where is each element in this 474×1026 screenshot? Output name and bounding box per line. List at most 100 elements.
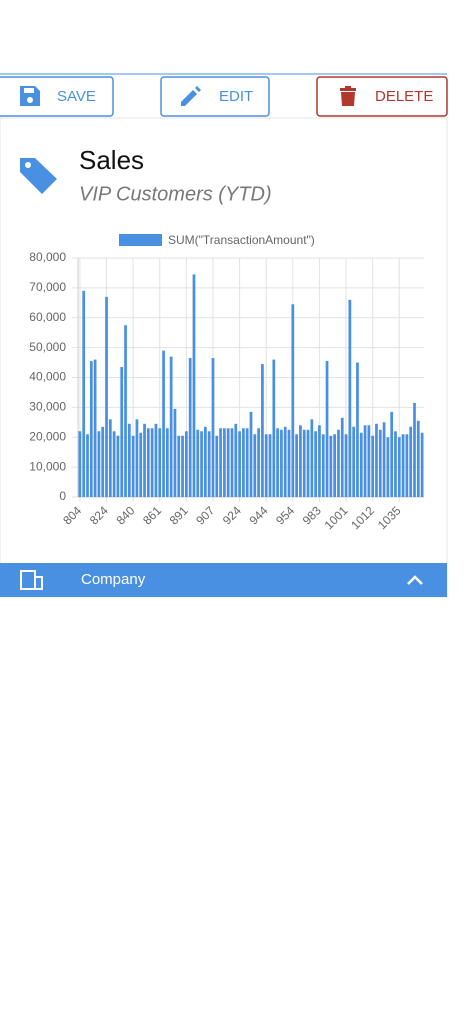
bar: [416, 420, 420, 497]
bar: [295, 434, 298, 497]
bar: [223, 428, 226, 497]
bar: [108, 419, 112, 497]
y-tick-label: 10,000: [29, 459, 66, 473]
bar: [272, 359, 276, 497]
bar: [215, 435, 219, 497]
bar: [211, 358, 215, 497]
bar: [409, 426, 413, 497]
bar: [348, 299, 352, 497]
y-tick-label: 60,000: [29, 310, 66, 324]
bar: [242, 428, 245, 497]
bar: [363, 425, 367, 497]
bar: [234, 423, 238, 497]
bar: [162, 350, 165, 497]
y-tick-label: 20,000: [29, 429, 66, 443]
bar: [112, 431, 116, 497]
bar: [264, 434, 268, 497]
edit-label: EDIT: [219, 88, 253, 105]
bar: [276, 428, 279, 497]
bar: [154, 423, 158, 497]
bar: [333, 434, 337, 497]
chart: 0 10,000 20,000 30,000 40,000 50,000 60,000 70,…: [29, 233, 424, 532]
bar: [390, 411, 394, 497]
bar: [306, 429, 310, 497]
bar: [86, 434, 89, 497]
bar: [280, 429, 283, 497]
bar: [219, 428, 222, 497]
y-tick-label: 30,000: [29, 400, 66, 414]
bar: [177, 435, 181, 497]
bar: [318, 425, 321, 497]
bar: [139, 432, 143, 497]
bar: [329, 435, 333, 497]
bar: [131, 435, 135, 497]
bar: [344, 434, 348, 497]
bar: [116, 435, 120, 497]
bar: [120, 367, 124, 497]
bar: [101, 426, 105, 497]
bar: [356, 362, 359, 497]
bar: [337, 429, 340, 497]
bar: [302, 429, 306, 497]
bar: [382, 422, 386, 497]
bar: [97, 431, 101, 497]
bar: [226, 428, 230, 497]
bar: [204, 426, 207, 497]
card-title: Sales: [79, 145, 144, 175]
bar: [89, 361, 93, 497]
save-button[interactable]: SAVE: [0, 76, 114, 117]
bar: [245, 428, 249, 497]
bar: [299, 425, 302, 497]
bar: [394, 431, 397, 497]
bar: [249, 411, 253, 497]
bar: [127, 423, 131, 497]
y-tick-label: 40,000: [29, 370, 66, 384]
bar: [359, 432, 363, 497]
save-label: SAVE: [57, 88, 96, 105]
bar: [207, 431, 211, 497]
bar: [158, 428, 162, 497]
bar: [124, 325, 127, 497]
bar: [78, 431, 82, 497]
bar: [378, 429, 382, 497]
card-subtitle: VIP Customers (YTD): [79, 183, 272, 205]
bar: [192, 274, 196, 497]
y-tick-label: 70,000: [29, 280, 66, 294]
bar: [93, 359, 97, 497]
bar: [143, 423, 146, 497]
delete-button[interactable]: DELETE: [316, 76, 448, 117]
bar: [405, 434, 409, 497]
bar: [146, 428, 150, 497]
bar: [257, 428, 260, 497]
y-tick-label: 50,000: [29, 340, 66, 354]
bar: [82, 290, 86, 497]
bar: [287, 429, 291, 497]
bar: [165, 428, 169, 497]
bar: [401, 434, 405, 497]
bar: [184, 431, 188, 497]
bar: [314, 431, 318, 497]
bar: [150, 428, 154, 497]
bar: [173, 408, 177, 497]
legend-swatch: [119, 234, 162, 246]
bar: [420, 432, 424, 497]
edit-button[interactable]: EDIT: [160, 76, 270, 117]
bar: [135, 419, 139, 497]
bar: [196, 429, 200, 497]
legend-label: SUM("TransactionAmount"): [168, 233, 315, 247]
bar: [371, 435, 375, 497]
bar: [253, 434, 257, 497]
bar: [230, 428, 234, 497]
bar: [169, 356, 173, 497]
bar: [188, 358, 192, 497]
y-tick-label: 80,000: [29, 250, 66, 264]
bar: [352, 426, 356, 497]
footer-label: Company: [81, 571, 146, 588]
bar: [413, 402, 416, 497]
bar: [268, 434, 272, 497]
footer-bar[interactable]: Company: [0, 563, 447, 597]
bar: [238, 431, 241, 497]
delete-label: DELETE: [375, 88, 433, 105]
